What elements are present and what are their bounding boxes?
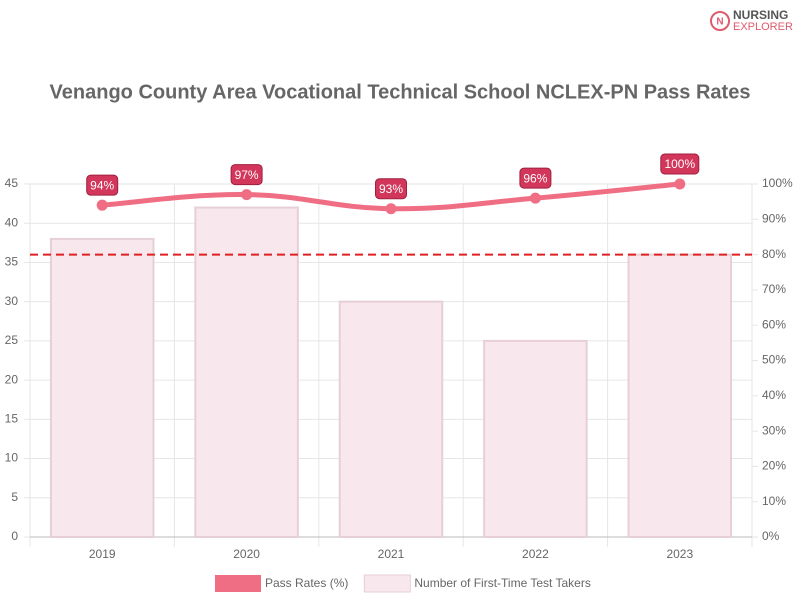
chart-title: Venango County Area Vocational Technical… xyxy=(50,81,751,103)
y2-tick-label: 50% xyxy=(762,353,786,367)
data-label-box xyxy=(660,153,700,175)
point xyxy=(529,192,541,204)
data-label-box xyxy=(375,178,407,200)
data-label-box xyxy=(519,167,552,189)
bar xyxy=(483,339,588,538)
bar xyxy=(49,237,155,539)
y-tick-label: 15 xyxy=(5,412,19,426)
legend-swatch xyxy=(363,574,411,593)
brand-line1: NURSING xyxy=(733,8,788,22)
y2-tick-label: 20% xyxy=(762,459,786,473)
data-label-box xyxy=(86,174,119,196)
y-tick-label: 40 xyxy=(5,215,19,229)
x-tick-label: 2023 xyxy=(666,547,693,561)
x-tick-label: 2019 xyxy=(89,547,116,561)
y-tick-label: 10 xyxy=(5,451,19,465)
x-tick-label: 2022 xyxy=(522,547,549,561)
y-tick-label: 0 xyxy=(11,529,18,543)
brand-logo: N NURSING EXPLORER xyxy=(710,8,793,33)
brand-line2: EXPLORER xyxy=(733,21,793,33)
bar xyxy=(194,206,299,539)
x-tick-label: 2020 xyxy=(233,547,260,561)
y2-tick-label: 100% xyxy=(762,176,793,190)
y2-tick-label: 30% xyxy=(762,423,786,437)
data-label: 93% xyxy=(379,182,403,196)
y-tick-label: 25 xyxy=(5,333,19,347)
y2-tick-label: 40% xyxy=(762,388,786,402)
y-tick-label: 35 xyxy=(5,255,19,269)
point xyxy=(96,199,108,211)
y2-tick-label: 90% xyxy=(762,211,786,225)
bar xyxy=(338,300,444,538)
y2-tick-label: 0% xyxy=(762,529,780,543)
data-label: 100% xyxy=(664,157,695,171)
y-tick-label: 5 xyxy=(11,490,18,504)
y-tick-label: 45 xyxy=(5,176,19,190)
legend-label: Pass Rates (%) xyxy=(265,576,348,590)
bar xyxy=(627,253,733,538)
data-label-box xyxy=(230,164,263,186)
y2-tick-label: 60% xyxy=(762,317,786,331)
logo-glyph: N xyxy=(716,17,723,28)
logo-icon xyxy=(710,11,730,31)
data-label: 94% xyxy=(90,178,114,192)
data-label: 96% xyxy=(523,171,547,185)
data-label: 97% xyxy=(235,168,259,182)
x-tick-label: 2021 xyxy=(378,547,405,561)
y-tick-label: 30 xyxy=(5,294,19,308)
point xyxy=(385,203,397,215)
y2-tick-label: 80% xyxy=(762,247,786,261)
legend-label: Number of First-Time Test Takers xyxy=(414,576,590,590)
point xyxy=(674,178,686,190)
y-tick-label: 20 xyxy=(5,372,19,386)
y2-tick-label: 10% xyxy=(762,494,786,508)
y2-tick-label: 70% xyxy=(762,282,786,296)
point xyxy=(241,189,253,201)
legend-swatch xyxy=(215,575,261,592)
